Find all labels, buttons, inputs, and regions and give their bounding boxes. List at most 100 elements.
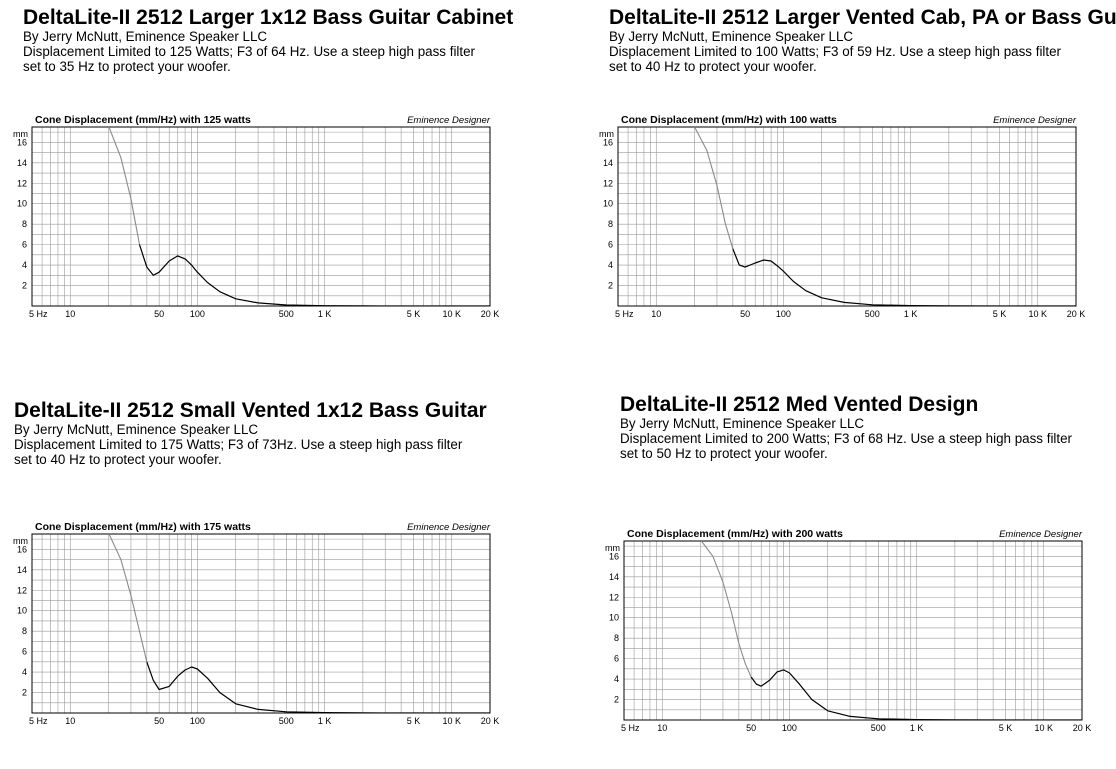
y-tick-label: 4 [614,674,619,684]
panel-title: DeltaLite-II 2512 Larger 1x12 Bass Guita… [23,6,514,29]
x-tick-label: 10 [65,716,75,726]
displacement-curve [750,669,1082,720]
chart-software-label: Eminence Designer [407,115,491,126]
x-tick-label: 1 K [318,309,332,319]
y-tick-label: 6 [614,654,619,664]
displacement-curve-below-cutoff [108,534,148,663]
x-tick-label: 50 [740,309,750,319]
curve-group [108,127,490,306]
panel-byline: By Jerry McNutt, Eminence Speaker LLC [620,416,865,431]
x-tick-label: 100 [190,309,205,319]
y-tick-label: 16 [17,137,27,147]
y-tick-label: 14 [603,158,613,168]
displacement-curve-below-cutoff [694,127,734,249]
y-tick-label: 4 [22,667,27,677]
displacement-chart: Cone Displacement (mm/Hz) with 100 watts… [599,114,1085,319]
displacement-chart: Cone Displacement (mm/Hz) with 175 watts… [13,521,499,726]
y-tick-label: 4 [22,260,27,270]
curve-group [108,534,490,713]
x-tick-label: 5 K [407,309,421,319]
plot-frame [31,533,491,714]
y-axis-unit: mm [13,536,28,546]
displacement-chart: Cone Displacement (mm/Hz) with 200 watts… [605,528,1091,733]
panel-description: Displacement Limited to 200 Watts; F3 of… [620,431,1073,461]
x-tick-label: 500 [279,309,294,319]
y-tick-label: 2 [608,281,613,291]
panel-title: DeltaLite-II 2512 Larger Vented Cab, PA … [609,6,1116,29]
x-tick-label: 10 K [1034,723,1053,733]
x-tick-label: 5 K [407,716,421,726]
x-tick-label: 1 K [910,723,924,733]
x-tick-label: 50 [154,716,164,726]
x-tick-label: 10 [657,723,667,733]
panel-bottom-left: DeltaLite-II 2512 Small Vented 1x12 Bass… [13,399,574,769]
y-tick-label: 8 [22,626,27,636]
x-tick-label: 5 Hz [29,309,48,319]
y-tick-label: 14 [17,565,27,575]
x-tick-label: 20 K [481,309,500,319]
y-tick-label: 8 [608,219,613,229]
panel-top-left: DeltaLite-II 2512 Larger 1x12 Bass Guita… [13,6,583,376]
x-tick-label: 5 Hz [621,723,640,733]
panel-title: DeltaLite-II 2512 Med Vented Design [620,393,979,416]
x-tick-label: 500 [865,309,880,319]
panel-byline: By Jerry McNutt, Eminence Speaker LLC [609,29,854,44]
y-tick-label: 2 [22,281,27,291]
chart-title: Cone Displacement (mm/Hz) with 175 watts [35,521,251,533]
x-tick-label: 5 K [999,723,1013,733]
x-tick-label: 10 [65,309,75,319]
displacement-curve [732,248,1076,306]
x-tick-label: 100 [190,716,205,726]
y-tick-label: 2 [22,688,27,698]
y-tick-label: 14 [17,158,27,168]
panel-description: Displacement Limited to 125 Watts; F3 of… [23,44,476,74]
plot-frame [31,126,491,307]
y-tick-label: 2 [614,695,619,705]
x-tick-label: 50 [746,723,756,733]
x-tick-label: 500 [279,716,294,726]
x-tick-label: 1 K [904,309,918,319]
y-axis-unit: mm [599,129,614,139]
displacement-curve-below-cutoff [700,541,752,678]
panel-byline: By Jerry McNutt, Eminence Speaker LLC [23,29,268,44]
displacement-curve [138,244,490,306]
y-tick-label: 16 [609,551,619,561]
x-tick-label: 100 [776,309,791,319]
y-tick-label: 10 [17,199,27,209]
x-tick-label: 10 K [442,309,461,319]
y-tick-label: 6 [608,240,613,250]
plot-frame [617,126,1077,307]
y-tick-label: 12 [17,178,27,188]
x-tick-label: 5 Hz [615,309,634,319]
displacement-curve [146,661,490,713]
x-tick-label: 500 [871,723,886,733]
chart-software-label: Eminence Designer [407,522,491,533]
x-tick-label: 20 K [1073,723,1092,733]
y-tick-label: 4 [608,260,613,270]
displacement-curve-below-cutoff [108,127,141,245]
plot-frame [623,540,1083,721]
displacement-chart: Cone Displacement (mm/Hz) with 125 watts… [13,114,499,319]
y-tick-label: 12 [603,178,613,188]
x-tick-label: 5 K [993,309,1007,319]
x-tick-label: 20 K [1067,309,1086,319]
y-tick-label: 10 [609,613,619,623]
panel-description: Displacement Limited to 175 Watts; F3 of… [14,437,463,467]
y-tick-label: 16 [603,137,613,147]
chart-software-label: Eminence Designer [999,529,1083,540]
chart-title: Cone Displacement (mm/Hz) with 100 watts [621,114,837,126]
panel-byline: By Jerry McNutt, Eminence Speaker LLC [14,422,259,437]
x-tick-label: 20 K [481,716,500,726]
y-tick-label: 12 [17,585,27,595]
curve-group [700,541,1082,720]
panel-top-right: DeltaLite-II 2512 Larger Vented Cab, PA … [599,6,1116,376]
x-tick-label: 10 K [1028,309,1047,319]
panel-bottom-right: DeltaLite-II 2512 Med Vented Design By J… [605,393,1116,763]
y-tick-label: 8 [614,633,619,643]
y-tick-label: 10 [17,606,27,616]
y-axis-unit: mm [13,129,28,139]
panel-title: DeltaLite-II 2512 Small Vented 1x12 Bass… [14,399,487,422]
chart-software-label: Eminence Designer [993,115,1077,126]
y-tick-label: 14 [609,572,619,582]
x-tick-label: 50 [154,309,164,319]
